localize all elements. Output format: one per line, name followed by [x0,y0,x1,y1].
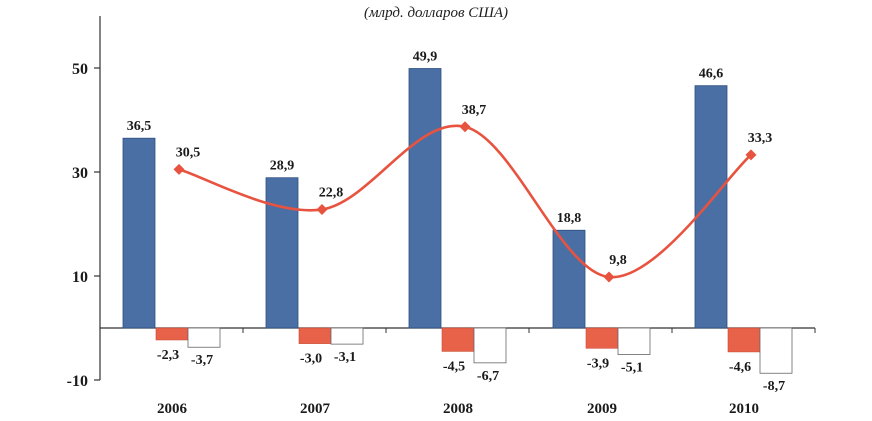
y-tick-label: 50 [72,61,88,78]
data-label-red: -4,6 [729,360,751,375]
bar-white [330,327,364,345]
data-label-white: -8,7 [763,379,785,394]
data-label-white: -3,7 [191,353,213,368]
line-point [459,121,471,133]
data-label-white: -3,1 [334,350,356,365]
line-point [316,203,328,215]
data-label-blue: 49,9 [413,50,438,65]
bar-blue [552,229,586,329]
x-tick-label: 2009 [587,401,617,417]
y-tick-label: 30 [72,165,88,182]
line-point [745,149,757,161]
bar-red [441,327,475,352]
bar-red [727,327,761,353]
bar-white [187,327,221,348]
data-label-white: -6,7 [477,369,499,384]
data-label-white: -5,1 [621,361,643,376]
x-tick-label: 2008 [443,401,473,417]
data-label-blue: 28,9 [270,159,295,174]
bar-blue [408,68,442,329]
line-point [603,271,615,283]
bar-red [298,327,332,344]
data-label-line: 33,3 [748,131,773,146]
bar-blue [265,177,299,329]
line-series [173,121,757,283]
data-label-red: -3,9 [587,356,609,371]
line-series-path [178,124,752,279]
bar-white [617,327,651,355]
data-label-line: 30,5 [176,145,201,160]
bar-blue [122,137,156,329]
x-tick-label: 2007 [300,401,331,417]
x-tick-label: 2010 [729,401,759,417]
data-label-blue: 46,6 [699,67,724,82]
bar-red [155,327,189,341]
y-tick-label: 10 [72,269,88,286]
y-tick-label: -10 [67,373,88,390]
data-labels: 36,5 -2,3 -3,7 28,9 -3,0 -3,1 49,9 -4,5 -6,7 18,8… [127,50,785,395]
data-label-line: 38,7 [462,103,487,118]
data-label-line: 9,8 [609,253,627,268]
x-tick-label: 2006 [157,401,188,417]
data-label-red: -4,5 [443,359,465,374]
chart-subtitle: (млрд. долларов США) [364,5,508,21]
bars [122,68,793,374]
data-label-red: -3,0 [300,352,322,367]
line-point [173,163,185,175]
data-label-blue: 18,8 [557,211,582,226]
data-label-red: -2,3 [157,348,179,363]
data-label-line: 22,8 [319,185,344,200]
bar-white [473,327,507,364]
bar-white [759,327,793,374]
data-label-blue: 36,5 [127,119,152,134]
bar-blue [694,85,728,329]
bar-red [585,327,619,349]
